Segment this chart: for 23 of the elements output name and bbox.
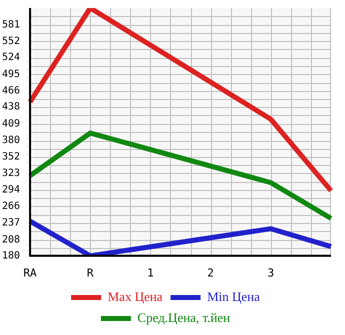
x-tick-label: 2	[207, 266, 214, 280]
y-tick-label: 237	[2, 218, 20, 229]
y-tick-label: 294	[2, 184, 20, 196]
x-tick-label: 1	[147, 266, 154, 280]
y-tick-label: 581	[2, 19, 20, 30]
y-tick-label: 208	[2, 234, 20, 246]
y-tick-label: 266	[2, 200, 20, 212]
y-tick-label: 323	[2, 168, 20, 179]
y-tick-label: 495	[2, 68, 20, 80]
y-tick-label: 438	[2, 102, 20, 113]
legend-label: Min Цена	[207, 288, 260, 304]
y-tick-label: 352	[2, 151, 20, 162]
y-tick-label: 466	[2, 86, 20, 97]
y-tick-label: 380	[2, 135, 20, 146]
legend-label: Сред.Цена, т.йен	[137, 310, 230, 325]
legend-label: Max Цена	[108, 288, 163, 304]
y-tick-label: 409	[2, 118, 20, 130]
x-tick-label: 3	[268, 266, 274, 280]
x-tick-label: R	[86, 266, 94, 280]
y-tick-label: 180	[2, 250, 20, 262]
y-tick-label: 552	[2, 36, 20, 48]
x-tick-label: RA	[23, 266, 38, 280]
y-tick-label: 524	[2, 52, 20, 64]
